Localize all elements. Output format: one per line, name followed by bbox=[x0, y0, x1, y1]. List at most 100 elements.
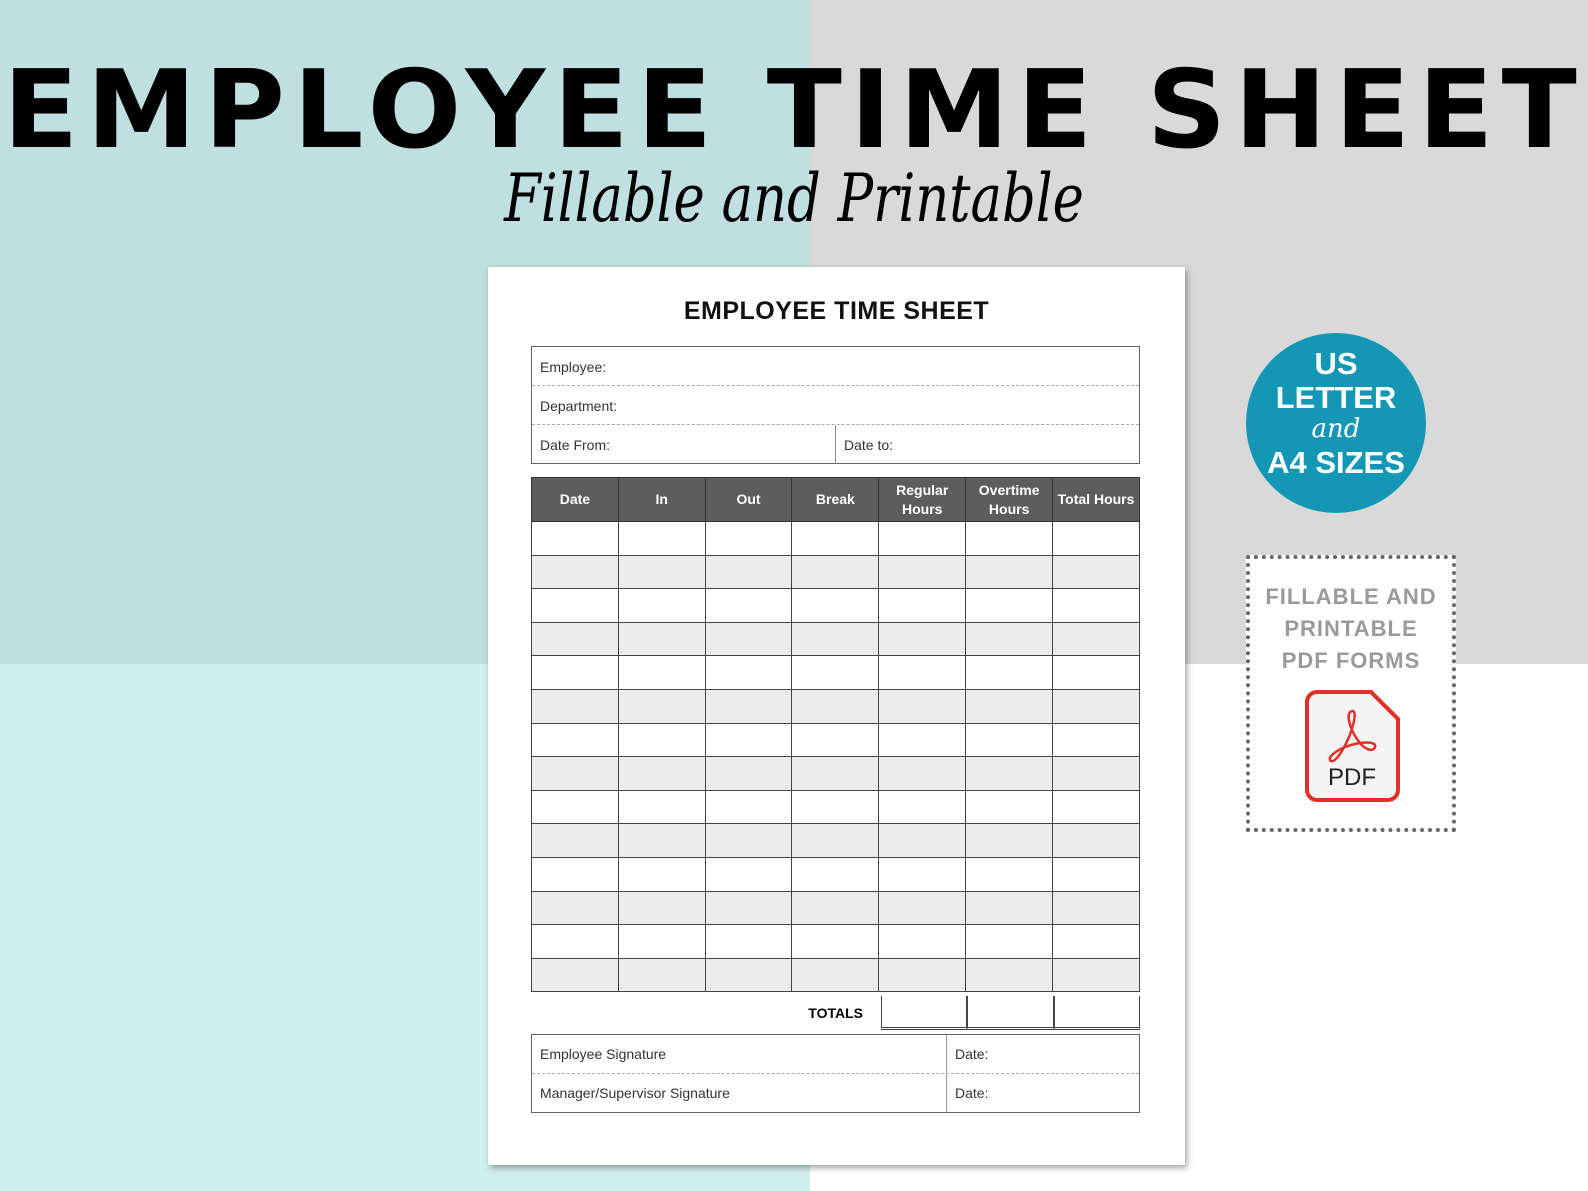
department-field[interactable]: Department: bbox=[540, 398, 618, 414]
manager-signature-date[interactable]: Date: bbox=[946, 1073, 1139, 1112]
manager-signature-field[interactable]: Manager/Supervisor Signature bbox=[540, 1084, 730, 1101]
total-regular-hours[interactable] bbox=[881, 996, 968, 1030]
table-cell[interactable] bbox=[704, 890, 793, 926]
table-cell[interactable] bbox=[965, 756, 1054, 791]
table-cell[interactable] bbox=[531, 621, 619, 657]
table-cell[interactable] bbox=[791, 621, 880, 657]
table-cell[interactable] bbox=[965, 856, 1054, 892]
table-cell[interactable] bbox=[1052, 722, 1140, 758]
table-cell[interactable] bbox=[617, 924, 706, 959]
table-cell[interactable] bbox=[531, 890, 619, 926]
table-cell[interactable] bbox=[791, 688, 880, 724]
table-cell[interactable] bbox=[965, 621, 1054, 657]
table-cell[interactable] bbox=[531, 756, 619, 791]
table-cell[interactable] bbox=[791, 924, 880, 959]
table-cell[interactable] bbox=[531, 924, 619, 959]
table-cell[interactable] bbox=[617, 957, 706, 993]
table-cell[interactable] bbox=[531, 588, 619, 623]
table-cell[interactable] bbox=[878, 823, 967, 858]
table-cell[interactable] bbox=[617, 655, 706, 690]
table-cell[interactable] bbox=[617, 688, 706, 724]
table-cell[interactable] bbox=[1052, 823, 1140, 858]
table-cell[interactable] bbox=[965, 588, 1054, 623]
table-cell[interactable] bbox=[791, 756, 880, 791]
table-cell[interactable] bbox=[791, 655, 880, 690]
table-cell[interactable] bbox=[878, 756, 967, 791]
table-cell[interactable] bbox=[617, 588, 706, 623]
table-cell[interactable] bbox=[531, 722, 619, 758]
table-cell[interactable] bbox=[617, 521, 706, 556]
table-cell[interactable] bbox=[617, 621, 706, 657]
table-cell[interactable] bbox=[1052, 521, 1140, 556]
total-overtime-hours[interactable] bbox=[967, 996, 1054, 1030]
table-cell[interactable] bbox=[878, 856, 967, 892]
table-cell[interactable] bbox=[704, 521, 793, 556]
table-cell[interactable] bbox=[704, 756, 793, 791]
table-cell[interactable] bbox=[965, 789, 1054, 825]
table-cell[interactable] bbox=[965, 890, 1054, 926]
table-cell[interactable] bbox=[1052, 554, 1140, 590]
table-cell[interactable] bbox=[1052, 655, 1140, 690]
table-cell[interactable] bbox=[704, 722, 793, 758]
table-cell[interactable] bbox=[791, 554, 880, 590]
table-cell[interactable] bbox=[1052, 957, 1140, 993]
table-cell[interactable] bbox=[878, 722, 967, 758]
table-cell[interactable] bbox=[531, 823, 619, 858]
table-cell[interactable] bbox=[1052, 924, 1140, 959]
employee-signature-field[interactable]: Employee Signature bbox=[540, 1046, 667, 1062]
table-cell[interactable] bbox=[704, 588, 793, 623]
table-cell[interactable] bbox=[965, 924, 1054, 959]
table-cell[interactable] bbox=[878, 924, 967, 959]
table-cell[interactable] bbox=[531, 789, 619, 825]
table-cell[interactable] bbox=[531, 957, 619, 993]
table-cell[interactable] bbox=[878, 890, 967, 926]
table-cell[interactable] bbox=[617, 789, 706, 825]
employee-signature-date[interactable]: Date: bbox=[946, 1035, 1139, 1073]
table-cell[interactable] bbox=[965, 722, 1054, 758]
table-cell[interactable] bbox=[965, 823, 1054, 858]
table-cell[interactable] bbox=[791, 521, 880, 556]
table-cell[interactable] bbox=[1052, 756, 1140, 791]
table-cell[interactable] bbox=[878, 621, 967, 657]
table-cell[interactable] bbox=[617, 722, 706, 758]
table-cell[interactable] bbox=[791, 890, 880, 926]
table-cell[interactable] bbox=[617, 856, 706, 892]
table-cell[interactable] bbox=[1052, 856, 1140, 892]
table-cell[interactable] bbox=[531, 554, 619, 590]
table-cell[interactable] bbox=[704, 655, 793, 690]
table-cell[interactable] bbox=[704, 789, 793, 825]
table-cell[interactable] bbox=[791, 588, 880, 623]
table-cell[interactable] bbox=[791, 856, 880, 892]
table-cell[interactable] bbox=[531, 655, 619, 690]
table-cell[interactable] bbox=[617, 890, 706, 926]
table-cell[interactable] bbox=[704, 688, 793, 724]
table-cell[interactable] bbox=[878, 588, 967, 623]
table-cell[interactable] bbox=[617, 756, 706, 791]
table-cell[interactable] bbox=[531, 688, 619, 724]
table-cell[interactable] bbox=[617, 823, 706, 858]
table-cell[interactable] bbox=[704, 924, 793, 959]
employee-field[interactable]: Employee: bbox=[540, 359, 607, 375]
table-cell[interactable] bbox=[791, 722, 880, 758]
table-cell[interactable] bbox=[878, 521, 967, 556]
table-cell[interactable] bbox=[965, 554, 1054, 590]
table-cell[interactable] bbox=[965, 688, 1054, 724]
table-cell[interactable] bbox=[791, 823, 880, 858]
table-cell[interactable] bbox=[1052, 890, 1140, 926]
table-cell[interactable] bbox=[1052, 621, 1140, 657]
table-cell[interactable] bbox=[878, 789, 967, 825]
table-cell[interactable] bbox=[878, 957, 967, 993]
table-cell[interactable] bbox=[617, 554, 706, 590]
table-cell[interactable] bbox=[704, 823, 793, 858]
table-cell[interactable] bbox=[531, 856, 619, 892]
table-cell[interactable] bbox=[1052, 688, 1140, 724]
table-cell[interactable] bbox=[1052, 789, 1140, 825]
table-cell[interactable] bbox=[878, 554, 967, 590]
table-cell[interactable] bbox=[965, 957, 1054, 993]
table-cell[interactable] bbox=[1052, 588, 1140, 623]
table-cell[interactable] bbox=[878, 688, 967, 724]
date-from-field[interactable]: Date From: bbox=[540, 437, 611, 453]
table-cell[interactable] bbox=[965, 521, 1054, 556]
date-to-field[interactable]: Date to: bbox=[835, 425, 1139, 464]
table-cell[interactable] bbox=[704, 621, 793, 657]
